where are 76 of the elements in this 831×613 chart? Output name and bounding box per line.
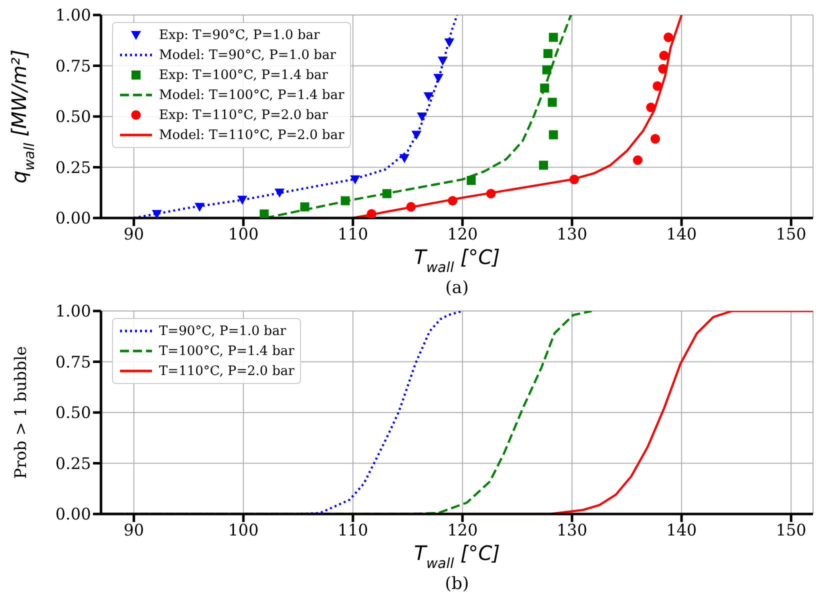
point — [466, 176, 476, 185]
y-tick-label: 0.50 — [55, 403, 91, 422]
point — [658, 64, 668, 74]
point — [542, 65, 552, 74]
point — [650, 134, 660, 144]
x-tick-label: 140 — [666, 520, 697, 540]
point — [433, 74, 444, 83]
x-tick-label: 100 — [228, 224, 259, 244]
y-axis-title: Prob > 1 bubble — [11, 346, 30, 479]
point — [652, 81, 662, 91]
point — [194, 202, 205, 212]
point — [659, 50, 669, 60]
point — [539, 160, 548, 170]
x-tick-label: 120 — [447, 224, 478, 244]
y-tick-label: 0.25 — [55, 454, 91, 473]
y-tick-label: 0.75 — [55, 352, 91, 372]
point — [448, 196, 458, 206]
point — [274, 188, 285, 198]
legend-label: T=110°C, P=2.0 bar — [159, 364, 294, 378]
point — [548, 98, 557, 107]
point — [340, 196, 350, 206]
point — [548, 32, 558, 42]
point — [646, 102, 656, 112]
point — [416, 112, 427, 122]
y-tick-label: 0.25 — [55, 158, 91, 177]
legend-label: T=100°C, P=1.4 bar — [159, 344, 294, 358]
point — [543, 49, 552, 58]
point — [569, 174, 580, 184]
point — [411, 130, 422, 140]
point — [152, 210, 162, 218]
legend-label: Exp: T=110°C, P=2.0 bar — [159, 108, 328, 122]
legend-label: T=90°C, P=1.0 bar — [159, 324, 286, 338]
x-tick-label: 90 — [124, 224, 144, 244]
text: (a) — [444, 278, 470, 298]
x-axis-title: T$_{wall}$ [°C] — [414, 541, 500, 572]
point — [664, 32, 674, 42]
legend-label: Model: T=100°C, P=1.4 bar — [159, 88, 344, 102]
y-tick-label: 0.75 — [55, 56, 91, 76]
point — [366, 209, 376, 218]
x-tick-label: 120 — [447, 520, 478, 540]
point — [382, 189, 392, 198]
x-tick-label: 150 — [776, 520, 806, 540]
point — [444, 38, 454, 48]
legend-label: Model: T=90°C, P=1.0 bar — [159, 48, 336, 62]
legend-label: Model: T=110°C, P=2.0 bar — [159, 128, 344, 142]
point — [548, 130, 558, 140]
point — [540, 84, 550, 93]
x-tick-label: 140 — [666, 224, 697, 244]
point — [237, 196, 248, 205]
line-series — [352, 15, 683, 218]
point — [260, 209, 269, 218]
x-tick-label: 100 — [228, 520, 259, 540]
point — [350, 175, 360, 184]
point — [424, 92, 434, 102]
y-tick-label: 0.00 — [55, 208, 91, 228]
point — [486, 188, 496, 198]
y-tick-label: 1.00 — [55, 302, 91, 321]
line-series — [132, 15, 458, 218]
x-tick-label: 110 — [338, 224, 368, 244]
x-tick-label: 90 — [124, 520, 144, 540]
y-tick-label: 0.50 — [55, 107, 91, 126]
x-tick-label: 150 — [776, 224, 806, 244]
legend-label: Exp: T=90°C, P=1.0 bar — [159, 28, 320, 42]
point — [438, 56, 448, 66]
x-tick-label: 130 — [556, 520, 588, 540]
x-axis-title: T$_{wall}$ [°C] — [414, 245, 500, 276]
y-tick-label: 0.00 — [55, 504, 91, 524]
x-tick-label: 110 — [338, 520, 368, 540]
x-tick-label: 130 — [556, 224, 588, 244]
point — [300, 202, 310, 212]
text: (b) — [444, 574, 470, 594]
point — [406, 202, 416, 212]
point — [632, 155, 643, 165]
point — [399, 154, 410, 164]
y-tick-label: 1.00 — [55, 6, 91, 25]
legend-label: Exp: T=100°C, P=1.4 bar — [159, 68, 328, 82]
